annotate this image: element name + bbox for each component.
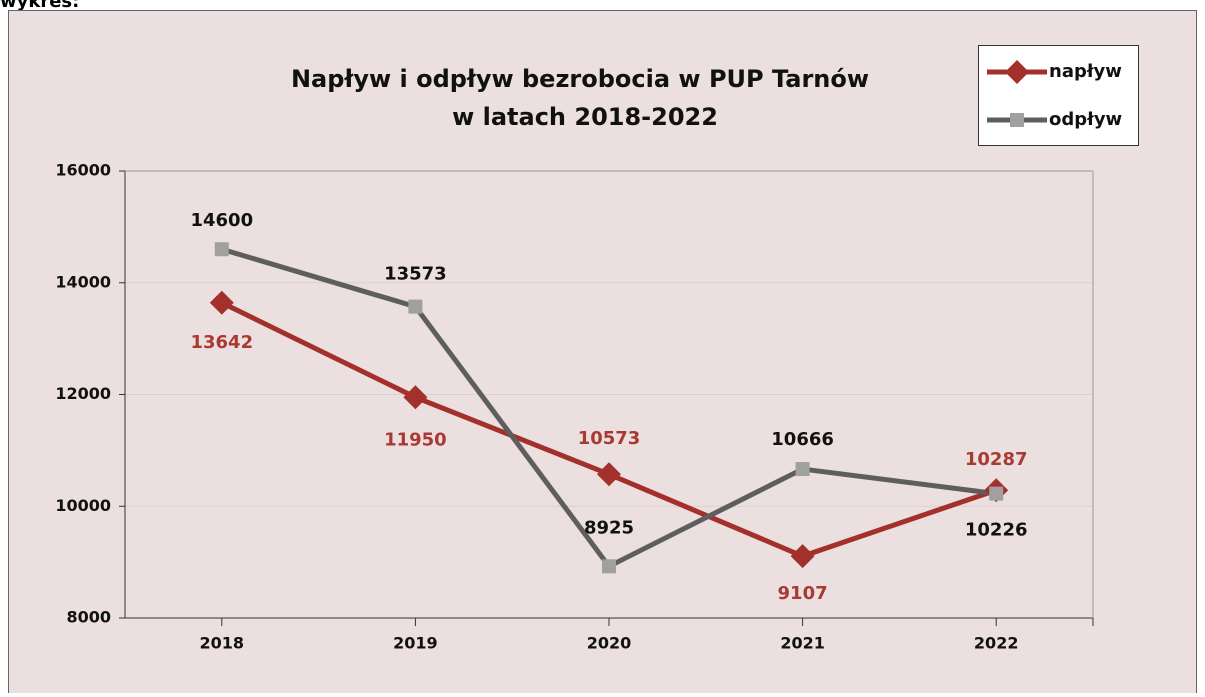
marker	[214, 242, 229, 257]
data-label: 10666	[771, 429, 834, 450]
data-label: 14600	[190, 210, 253, 231]
data-label: 8925	[584, 517, 634, 538]
legend-label: odpływ	[1049, 109, 1122, 130]
caption: wykres:	[0, 0, 79, 12]
marker	[795, 462, 810, 477]
marker	[1010, 113, 1024, 127]
y-tick-label: 8000	[66, 608, 111, 627]
data-label: 11950	[384, 429, 447, 450]
chart-subtitle: w latach 2018-2022	[452, 103, 718, 131]
y-tick-label: 16000	[55, 161, 111, 180]
marker	[209, 290, 234, 315]
marker	[1005, 60, 1029, 84]
data-label: 10573	[578, 428, 641, 449]
marker	[597, 462, 621, 487]
data-label: 9107	[778, 583, 828, 604]
legend-box	[978, 45, 1139, 146]
marker	[989, 486, 1004, 501]
legend-label: napływ	[1049, 61, 1122, 82]
x-tick-label: 2019	[393, 634, 438, 653]
chart-title: Napływ i odpływ bezrobocia w PUP Tarnów	[291, 65, 869, 93]
y-tick-label: 12000	[55, 384, 111, 403]
data-label: 13642	[190, 332, 253, 353]
data-label: 10226	[965, 520, 1028, 541]
marker	[790, 544, 815, 569]
marker	[403, 385, 428, 410]
x-tick-label: 2021	[780, 634, 825, 653]
data-label: 10287	[965, 449, 1028, 470]
x-tick-label: 2022	[974, 634, 1019, 653]
marker	[602, 559, 616, 574]
marker	[408, 299, 423, 314]
x-tick-label: 2018	[200, 634, 245, 653]
data-label: 13573	[384, 264, 447, 285]
y-tick-label: 10000	[55, 496, 111, 515]
y-tick-label: 14000	[55, 272, 111, 291]
x-tick-label: 2020	[587, 634, 632, 653]
